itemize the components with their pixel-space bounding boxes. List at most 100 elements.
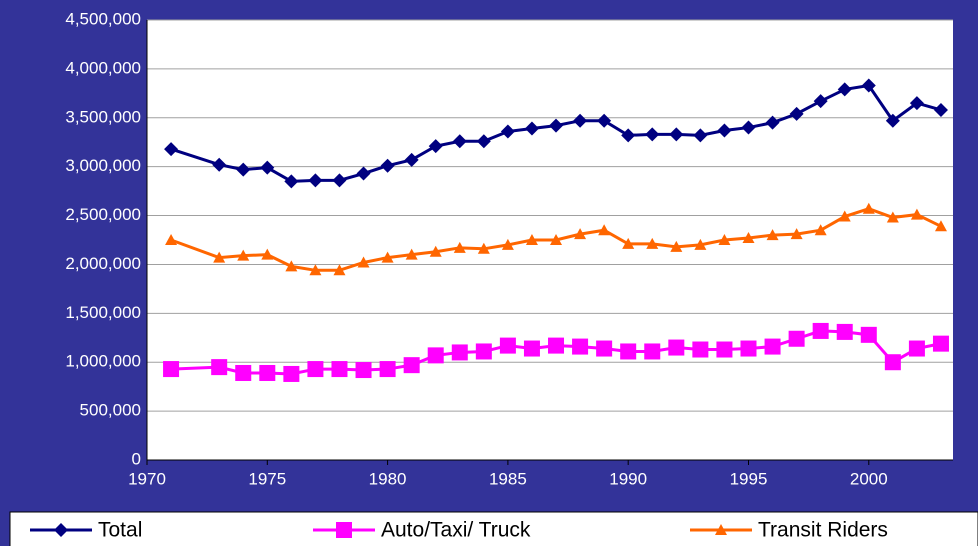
marker (934, 220, 947, 232)
x-tick-label: 1980 (369, 469, 407, 488)
marker (692, 341, 709, 358)
marker (670, 240, 683, 252)
marker (668, 339, 685, 356)
marker (259, 364, 276, 381)
marker (644, 343, 661, 360)
marker (716, 341, 733, 358)
marker (909, 96, 924, 111)
y-tick-label: 1,500,000 (65, 303, 141, 322)
marker (452, 134, 467, 149)
marker (598, 224, 611, 236)
legend-label: Auto/Taxi/ Truck (381, 519, 531, 542)
marker (355, 362, 372, 379)
marker (932, 335, 949, 352)
marker (307, 361, 324, 378)
y-tick-label: 2,000,000 (65, 254, 141, 273)
series-line (170, 207, 942, 272)
marker (573, 113, 588, 128)
marker (596, 340, 613, 357)
marker (54, 523, 68, 537)
x-tick-label: 1990 (609, 469, 647, 488)
marker (523, 340, 540, 357)
x-tick-label: 1995 (730, 469, 768, 488)
marker (260, 160, 275, 175)
legend-item: Total (30, 519, 142, 542)
marker (405, 248, 418, 260)
marker (261, 248, 274, 260)
marker (211, 359, 228, 376)
y-tick-label: 2,500,000 (65, 205, 141, 224)
marker (477, 242, 490, 254)
marker (356, 166, 371, 181)
marker (812, 322, 829, 339)
marker (669, 127, 684, 142)
marker (237, 249, 250, 261)
marker (404, 152, 419, 167)
marker (572, 338, 589, 355)
marker (379, 361, 396, 378)
marker (212, 157, 227, 172)
marker (790, 228, 803, 240)
x-tick-label: 1970 (128, 469, 166, 488)
marker (836, 323, 853, 340)
marker (499, 337, 516, 354)
marker (525, 234, 538, 245)
marker (837, 82, 852, 97)
marker (597, 113, 612, 128)
marker (910, 208, 923, 220)
marker (741, 120, 756, 135)
marker (403, 357, 420, 374)
marker (453, 241, 466, 253)
y-tick-label: 500,000 (80, 401, 141, 420)
y-tick-label: 4,000,000 (65, 58, 141, 77)
marker (501, 238, 514, 250)
marker (333, 264, 346, 276)
marker (933, 102, 948, 117)
x-tick-label: 1985 (489, 469, 527, 488)
marker (717, 123, 732, 138)
marker (213, 251, 226, 263)
y-tick-label: 4,500,000 (65, 9, 141, 28)
marker (283, 365, 300, 382)
x-tick-label: 1975 (248, 469, 286, 488)
marker (357, 256, 370, 268)
x-tick-label: 2000 (850, 469, 888, 488)
marker (163, 361, 180, 378)
marker (764, 338, 781, 355)
marker (740, 340, 757, 357)
marker (838, 210, 851, 222)
marker (718, 234, 731, 245)
marker (621, 128, 636, 143)
marker (380, 158, 395, 173)
marker (645, 127, 660, 142)
marker (336, 522, 352, 538)
legend-label: Total (98, 519, 142, 542)
legend-item: Transit Riders (690, 519, 888, 542)
marker (860, 326, 877, 343)
marker (693, 128, 708, 143)
marker (500, 124, 515, 139)
legend-label: Transit Riders (758, 519, 888, 542)
marker (814, 224, 827, 236)
y-tick-label: 1,000,000 (65, 352, 141, 371)
marker (886, 211, 899, 223)
marker (620, 343, 637, 360)
y-tick-label: 3,500,000 (65, 107, 141, 126)
marker (165, 234, 178, 245)
marker (715, 524, 727, 535)
marker (788, 330, 805, 347)
marker (331, 361, 348, 378)
marker (789, 106, 804, 121)
marker (427, 347, 444, 364)
marker (694, 238, 707, 250)
marker (451, 344, 468, 361)
marker (309, 264, 322, 276)
marker (574, 228, 587, 240)
marker (475, 343, 492, 360)
marker (550, 234, 563, 245)
marker (429, 245, 442, 257)
marker (285, 260, 298, 272)
legend-item: Auto/Taxi/ Truck (313, 519, 531, 542)
marker (813, 94, 828, 109)
